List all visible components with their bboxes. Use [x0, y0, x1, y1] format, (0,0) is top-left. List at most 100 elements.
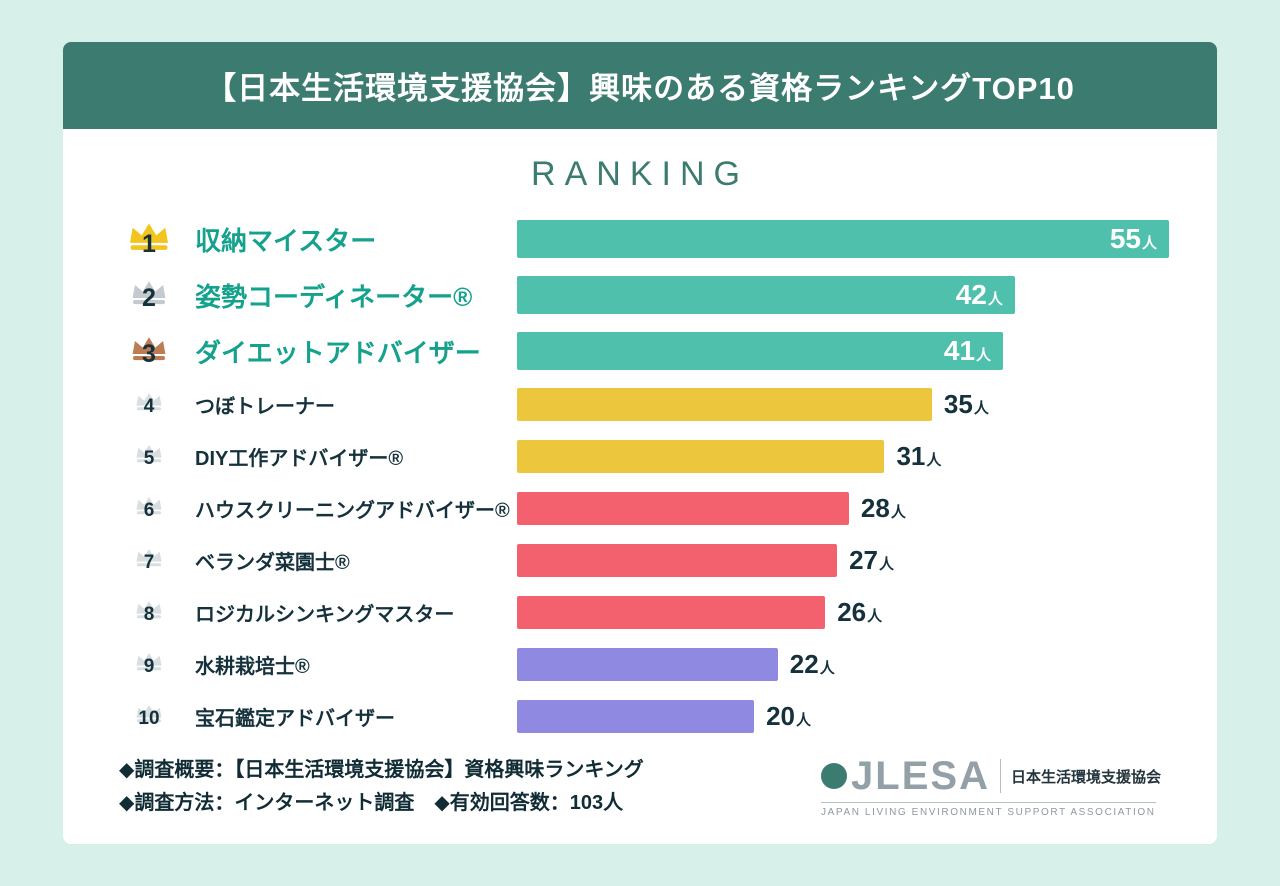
- value-unit: 人: [867, 608, 883, 625]
- jlesa-logo: JLESA 日本生活環境支援協会 JAPAN LIVING ENVIRONMEN…: [821, 756, 1161, 818]
- ranking-bar: [517, 491, 849, 525]
- rank-badge: 2: [111, 280, 187, 311]
- value-unit: 人: [819, 660, 835, 677]
- crown-icon: [134, 444, 164, 463]
- value-number: 42: [955, 279, 987, 310]
- rank-badge: 10: [111, 704, 187, 728]
- value-label: 26 人: [837, 599, 882, 625]
- logo-japanese-name: 日本生活環境支援協会: [1010, 768, 1161, 786]
- logo-mark-text: JLESA: [851, 754, 990, 798]
- rank-number: 3: [142, 339, 156, 368]
- value-label: 55人: [1110, 225, 1169, 253]
- value-unit: 人: [976, 347, 992, 364]
- value-number: 20: [766, 701, 795, 731]
- rank-badge: 1: [111, 222, 187, 257]
- rank-number: 7: [143, 552, 155, 573]
- rank-number: 1: [142, 229, 156, 258]
- crown-icon: [134, 496, 164, 515]
- crown-icon: [134, 600, 164, 619]
- header-banner: 【日本生活環境支援協会】興味のある資格ランキングTOP10: [63, 42, 1217, 129]
- crown-icon: [129, 280, 169, 305]
- bar-area: 22 人: [517, 644, 1169, 684]
- rank-badge: 4: [111, 392, 187, 416]
- rank-number: 9: [143, 656, 155, 677]
- ranking-row-9: 9 水耕栽培士® 22 人: [111, 644, 1169, 684]
- value-number: 41: [943, 335, 976, 366]
- ranking-bar: 42人: [517, 276, 1015, 314]
- survey-overview: ◆調査概要：【日本生活環境支援協会】資格興味ランキング: [119, 759, 644, 781]
- qualification-label: ベランダ菜園士®: [195, 551, 350, 574]
- rank-badge: 8: [111, 600, 187, 624]
- bar-area: 55人: [517, 216, 1169, 262]
- rank-number: 10: [138, 708, 160, 729]
- rank-number: 8: [143, 604, 155, 625]
- rank-badge: 9: [111, 652, 187, 676]
- ranking-row-4: 4 つぼトレーナー 35 人: [111, 384, 1169, 424]
- value-label: 42人: [956, 281, 1015, 309]
- value-number: 28: [860, 493, 890, 523]
- rank-number: 4: [143, 396, 155, 417]
- value-number: 27: [849, 545, 878, 575]
- value-label: 41人: [944, 337, 1003, 365]
- value-label: 27 人: [849, 547, 894, 573]
- value-unit: 人: [1141, 235, 1157, 252]
- ranking-heading: RANKING: [531, 155, 749, 193]
- qualification-label: ロジカルシンキングマスター: [195, 603, 455, 626]
- value-number: 26: [837, 597, 867, 627]
- ranking-bar: 41人: [517, 332, 1004, 370]
- bar-area: 41人: [517, 328, 1169, 374]
- value-label: 31 人: [896, 443, 941, 469]
- bar-area: 42人: [517, 272, 1169, 318]
- ranking-bar: [517, 699, 755, 733]
- bar-area: 20 人: [517, 696, 1169, 736]
- ranking-row-10: 10 宝石鑑定アドバイザー 20 人: [111, 696, 1169, 736]
- value-label: 35 人: [944, 391, 989, 417]
- bar-area: 28 人: [517, 488, 1169, 528]
- logo-divider: [999, 759, 1001, 793]
- ranking-row-1: 1 収納マイスター 55人: [111, 216, 1169, 262]
- crown-icon: [126, 222, 172, 251]
- bar-area: 27 人: [517, 540, 1169, 580]
- qualification-label: 水耕栽培士®: [195, 655, 310, 678]
- survey-notes: ◆調査概要：【日本生活環境支援協会】資格興味ランキング ◆調査方法：インターネッ…: [119, 754, 644, 820]
- value-number: 35: [943, 389, 973, 419]
- value-number: 22: [789, 649, 819, 679]
- value-unit: 人: [926, 452, 942, 469]
- crown-icon: [129, 336, 169, 361]
- logo-english-name: JAPAN LIVING ENVIRONMENT SUPPORT ASSOCIA…: [821, 802, 1156, 818]
- ranking-bar: [517, 387, 932, 421]
- qualification-label: ハウスクリーニングアドバイザー®: [195, 499, 510, 522]
- value-number: 55: [1109, 223, 1141, 254]
- logo-circle-icon: [821, 763, 848, 789]
- crown-icon: [134, 652, 164, 671]
- rank-number: 6: [143, 500, 155, 521]
- ranking-row-8: 8 ロジカルシンキングマスター 26 人: [111, 592, 1169, 632]
- qualification-label: 宝石鑑定アドバイザー: [195, 707, 395, 730]
- qualification-label: 収納マイスター: [195, 225, 377, 256]
- rank-badge: 6: [111, 496, 187, 520]
- value-unit: 人: [878, 556, 894, 573]
- crown-icon: [134, 704, 164, 723]
- value-unit: 人: [973, 400, 989, 417]
- rank-badge: 3: [111, 336, 187, 367]
- value-unit: 人: [987, 291, 1003, 308]
- page-title: 【日本生活環境支援協会】興味のある資格ランキングTOP10: [205, 71, 1075, 106]
- bar-area: 31 人: [517, 436, 1169, 476]
- ranking-list: 1 収納マイスター 55人 2 姿勢コーディネーター® 42人 3 ダイエットアドバイザー 41…: [111, 216, 1169, 748]
- rank-badge: 7: [111, 548, 187, 572]
- qualification-label: DIY工作アドバイザー®: [195, 447, 404, 470]
- value-number: 31: [896, 441, 926, 471]
- ranking-row-2: 2 姿勢コーディネーター® 42人: [111, 272, 1169, 318]
- bar-area: 35 人: [517, 384, 1169, 424]
- qualification-label: ダイエットアドバイザー: [195, 337, 481, 368]
- rank-number: 2: [142, 283, 156, 312]
- value-label: 22 人: [790, 651, 835, 677]
- rank-number: 5: [143, 448, 155, 469]
- value-unit: 人: [890, 504, 906, 521]
- infographic-card: 【日本生活環境支援協会】興味のある資格ランキングTOP10 RANKING 1 収…: [63, 42, 1217, 844]
- footer: ◆調査概要：【日本生活環境支援協会】資格興味ランキング ◆調査方法：インターネッ…: [111, 748, 1169, 820]
- ranking-bar: [517, 543, 838, 577]
- qualification-label: つぼトレーナー: [195, 395, 335, 418]
- crown-icon: [134, 392, 164, 411]
